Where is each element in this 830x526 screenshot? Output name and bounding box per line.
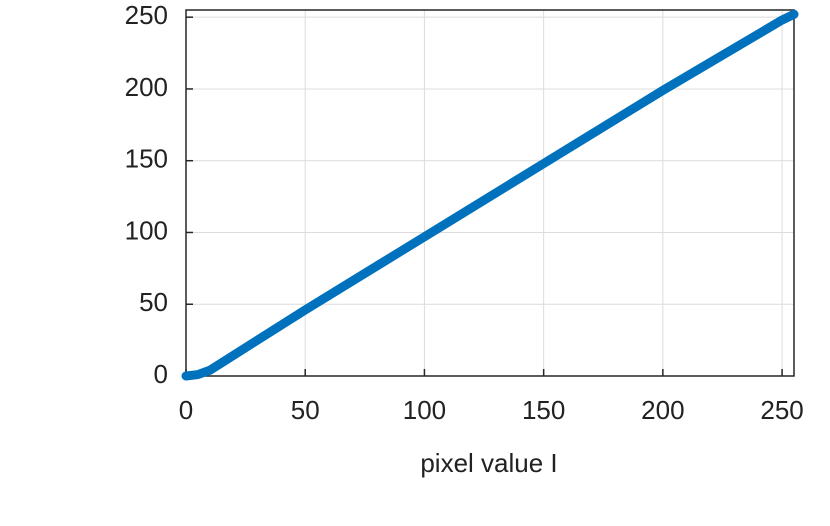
x-tick-label: 250 [760,395,803,425]
x-tick-label: 50 [291,395,320,425]
y-tick-label: 100 [125,215,168,245]
x-axis-label: pixel value I [420,448,557,478]
y-tick-label: 50 [139,287,168,317]
y-tick-label: 250 [125,0,168,30]
axes-box [185,9,795,377]
y-tick-label: 150 [125,144,168,174]
x-tick-label: 200 [641,395,684,425]
x-tick-label: 150 [522,395,565,425]
y-tick-label: 200 [125,72,168,102]
x-tick-label: 0 [179,395,193,425]
y-tick-label: 0 [154,359,168,389]
data-line [181,9,799,381]
x-tick-label: 100 [403,395,446,425]
